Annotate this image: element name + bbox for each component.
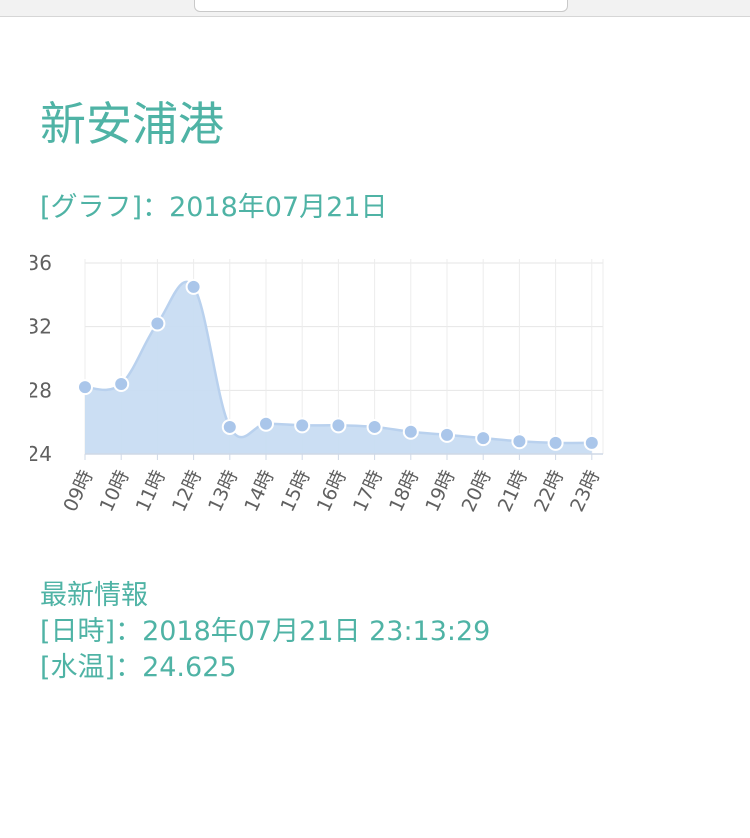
address-bar[interactable] [194, 0, 568, 12]
temperature-value: 24.625 [142, 652, 237, 683]
data-point [366, 418, 383, 435]
data-point [113, 375, 130, 392]
x-tick-label: 21時 [494, 467, 532, 515]
x-tick-label: 22時 [530, 467, 568, 515]
x-tick-label: 12時 [168, 467, 206, 515]
datetime-label: [日時]： [40, 616, 143, 647]
data-point [330, 417, 347, 434]
x-tick-label: 15時 [277, 467, 315, 515]
graph-label: [グラフ]： [40, 192, 170, 223]
x-tick-label: 17時 [349, 467, 387, 515]
browser-top-bar [0, 0, 750, 17]
data-point [511, 433, 528, 450]
x-tick-label: 19時 [421, 467, 459, 515]
x-tick-label: 16時 [313, 467, 351, 515]
data-point [402, 423, 419, 440]
graph-caption: [グラフ]：2018年07月21日 [40, 190, 388, 226]
data-point [258, 415, 274, 432]
x-tick-label: 13時 [204, 467, 242, 515]
latest-info-heading: 最新情報 [40, 580, 148, 611]
x-tick-label: 11時 [132, 467, 170, 515]
y-tick-label: 36 [30, 251, 52, 275]
data-point [185, 278, 202, 295]
datetime-row: [日時]：2018年07月21日 23:13:29 [40, 614, 490, 650]
temperature-row: [水温]：24.625 [40, 650, 490, 686]
x-tick-label: 09時 [59, 467, 97, 515]
page-title: 新安浦港 [40, 97, 224, 151]
x-tick-label: 23時 [566, 467, 604, 515]
data-point [294, 417, 311, 434]
data-point [149, 315, 166, 332]
water-temperature-chart: 24 28 32 36 09時10時11時12時13時14時15時16時17時18時19… [30, 251, 604, 515]
data-point [77, 379, 93, 396]
datetime-value: 2018年07月21日 23:13:29 [142, 616, 491, 647]
x-tick-label: 20時 [458, 467, 496, 515]
data-point [439, 426, 455, 443]
y-tick-label: 32 [30, 315, 52, 339]
data-point [475, 430, 492, 447]
temperature-label: [水温]： [40, 652, 143, 683]
series-line [84, 280, 592, 445]
x-tick-label: 10時 [96, 467, 134, 515]
x-tick-label: 14時 [240, 467, 278, 515]
y-tick-label: 24 [30, 442, 52, 466]
y-tick-label: 28 [30, 378, 52, 402]
data-point [221, 418, 238, 435]
latest-info: 最新情報 [日時]：2018年07月21日 23:13:29 [水温]：24.6… [40, 578, 490, 686]
graph-date: 2018年07月21日 [169, 192, 388, 223]
data-point [547, 434, 564, 451]
series-area [85, 281, 592, 454]
x-tick-label: 18時 [385, 467, 423, 515]
data-point [583, 434, 600, 451]
